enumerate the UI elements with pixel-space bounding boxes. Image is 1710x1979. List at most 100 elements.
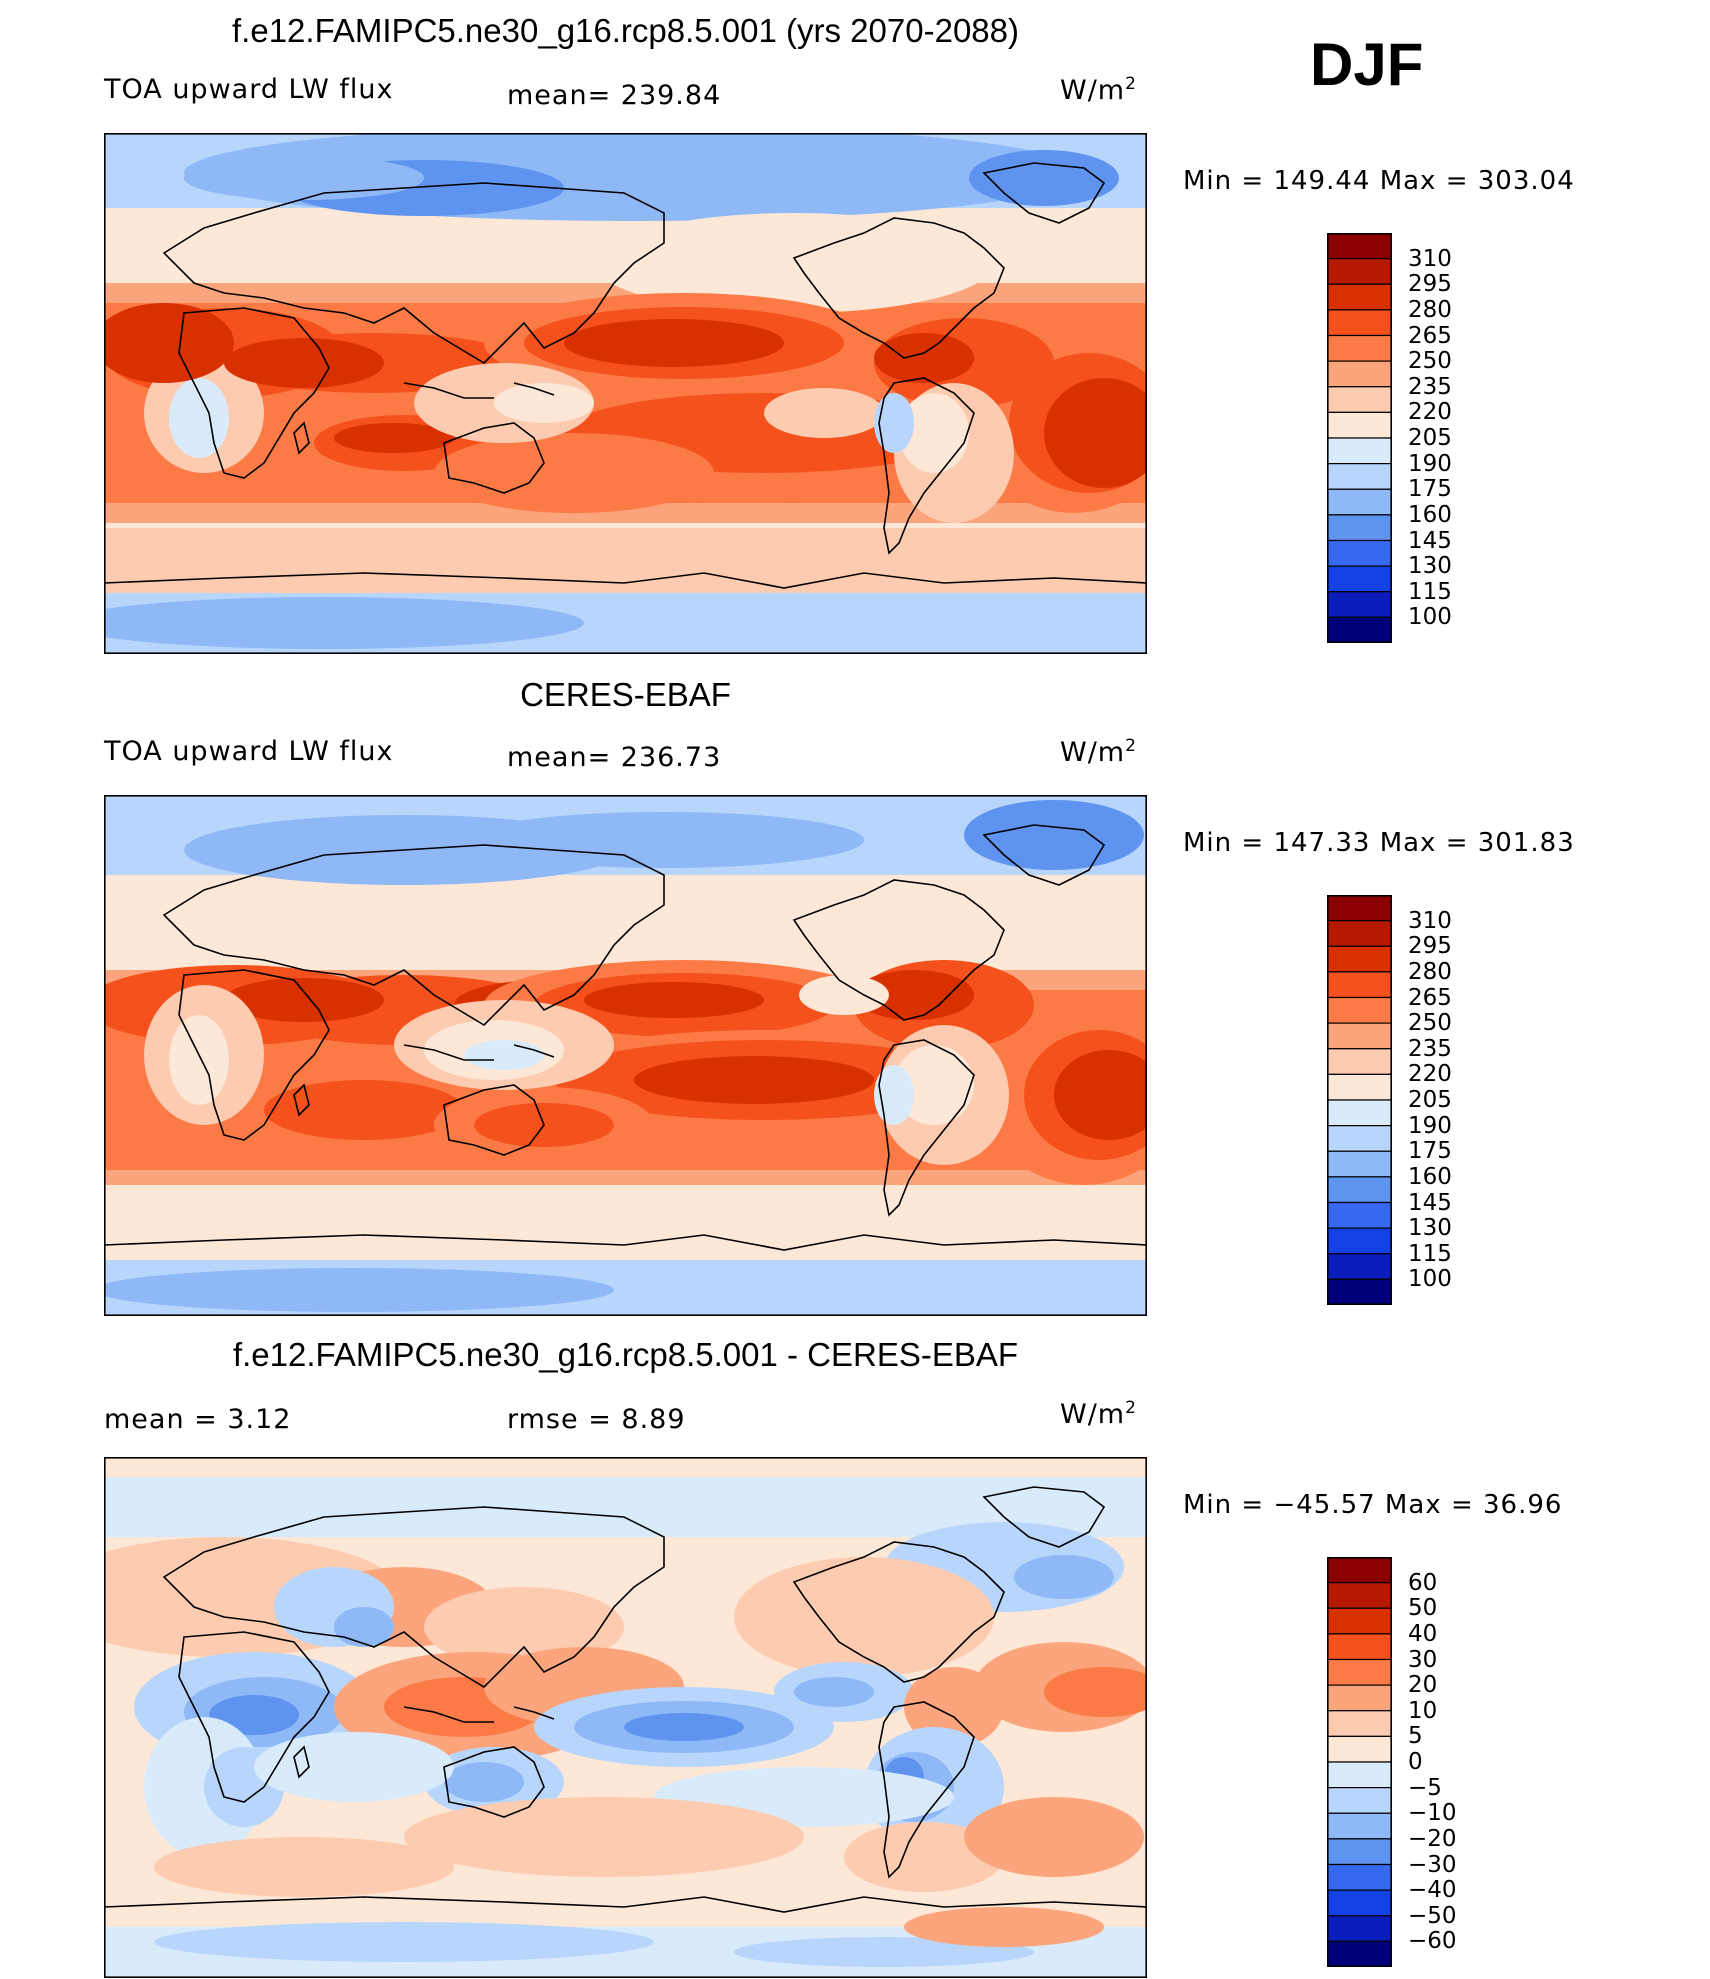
colorbar-swatch bbox=[1327, 360, 1392, 388]
colorbar-tick-label: 115 bbox=[1408, 1240, 1452, 1267]
contour-band bbox=[734, 1557, 994, 1677]
colorbar-swatch bbox=[1327, 1582, 1392, 1609]
coastline bbox=[403, 382, 494, 399]
colorbar-tick-label: 100 bbox=[1408, 604, 1452, 631]
coastline bbox=[403, 1706, 494, 1723]
contour-band bbox=[964, 1797, 1144, 1877]
colorbar-tick-label: 265 bbox=[1408, 984, 1452, 1011]
colorbar-swatch bbox=[1327, 539, 1392, 567]
contour-band bbox=[334, 1607, 394, 1647]
colorbar-swatch bbox=[1327, 1201, 1392, 1229]
panel-3-mean-label: mean = 3.12 bbox=[104, 1404, 292, 1435]
colorbar-tick-label: 115 bbox=[1408, 578, 1452, 605]
coastline bbox=[513, 1044, 555, 1058]
colorbar-tick-label: 280 bbox=[1408, 958, 1452, 985]
colorbar-tick-label: 295 bbox=[1408, 271, 1452, 298]
panel-1-title: f.e12.FAMIPC5.ne30_g16.rcp8.5.001 (yrs 2… bbox=[232, 12, 1019, 49]
coastline bbox=[982, 824, 1106, 886]
contour-band bbox=[969, 150, 1119, 206]
contour-band bbox=[904, 1907, 1104, 1947]
contour-band bbox=[894, 1045, 974, 1125]
colorbar-swatch bbox=[1327, 1557, 1392, 1584]
colorbar-tick-label: 190 bbox=[1408, 450, 1452, 477]
contour-band bbox=[1044, 1667, 1147, 1717]
coastline bbox=[792, 1541, 1005, 1683]
colorbar-swatch bbox=[1327, 463, 1392, 490]
contour-band bbox=[854, 970, 974, 1020]
colorbar-swatch bbox=[1327, 1684, 1392, 1712]
colorbar-tick-label: 310 bbox=[1408, 245, 1452, 272]
contour-band bbox=[904, 1667, 1004, 1747]
contour-band bbox=[1044, 378, 1147, 488]
colorbar-tick-label: 160 bbox=[1408, 501, 1452, 528]
colorbar-swatch bbox=[1327, 386, 1392, 413]
colorbar-tick-label: 250 bbox=[1408, 348, 1452, 375]
contour-band bbox=[404, 1797, 804, 1877]
coastline bbox=[162, 182, 665, 365]
colorbar-swatch bbox=[1327, 1838, 1392, 1866]
contour-band bbox=[169, 378, 229, 458]
colorbar-tick-label: −10 bbox=[1408, 1800, 1457, 1827]
panel-2-minmax: Min = 147.33 Max = 301.83 bbox=[1183, 828, 1575, 858]
contour-band bbox=[334, 423, 454, 453]
coastline bbox=[293, 1745, 310, 1779]
colorbar-swatch bbox=[1327, 1253, 1392, 1280]
contour-band bbox=[874, 333, 974, 383]
contour-band bbox=[684, 613, 1084, 653]
colorbar-tick-label: 50 bbox=[1408, 1595, 1438, 1622]
contour-band bbox=[584, 982, 764, 1018]
colorbar-swatch bbox=[1327, 1787, 1392, 1814]
colorbar-swatch bbox=[1327, 1761, 1392, 1789]
panel-3-units: W/m2 bbox=[1060, 1398, 1137, 1430]
panel-1-units: W/m2 bbox=[1060, 74, 1137, 106]
colorbar-swatch bbox=[1327, 1658, 1392, 1686]
colorbar-tick-label: 220 bbox=[1408, 399, 1452, 426]
colorbar-tick-label: 235 bbox=[1408, 1035, 1452, 1062]
coastline bbox=[162, 1506, 665, 1689]
coastline bbox=[443, 422, 545, 494]
panel-1-minmax: Min = 149.44 Max = 303.04 bbox=[1183, 166, 1575, 196]
contour-band bbox=[464, 1040, 544, 1070]
coastline bbox=[878, 1039, 975, 1217]
map-frame bbox=[104, 795, 1147, 1316]
colorbar-tick-label: 220 bbox=[1408, 1061, 1452, 1088]
coastline bbox=[443, 1746, 545, 1818]
contour-band bbox=[874, 1065, 914, 1125]
colorbar-swatch bbox=[1327, 1278, 1392, 1305]
colorbar-swatch bbox=[1327, 411, 1392, 439]
contour-band bbox=[799, 975, 889, 1015]
colorbar-tick-label: −20 bbox=[1408, 1825, 1457, 1852]
panel-1-map bbox=[104, 133, 1147, 654]
panel-2-map bbox=[104, 795, 1147, 1316]
colorbar-swatch bbox=[1327, 920, 1392, 947]
colorbar-swatch bbox=[1327, 996, 1392, 1024]
colorbar-tick-label: 295 bbox=[1408, 933, 1452, 960]
contour-band bbox=[564, 319, 784, 367]
colorbar-swatch bbox=[1327, 1022, 1392, 1050]
panel-1-mean-label: mean= 239.84 bbox=[507, 80, 722, 111]
colorbar-tick-label: 280 bbox=[1408, 296, 1452, 323]
colorbar-swatch bbox=[1327, 971, 1392, 999]
colorbar-2 bbox=[1327, 895, 1392, 1305]
colorbar-tick-label: 160 bbox=[1408, 1163, 1452, 1190]
contour-band bbox=[494, 383, 594, 423]
contour-band bbox=[444, 1762, 524, 1802]
colorbar-swatch bbox=[1327, 1915, 1392, 1942]
colorbar-swatch bbox=[1327, 514, 1392, 542]
colorbar-tick-label: 130 bbox=[1408, 553, 1452, 580]
coastline bbox=[982, 162, 1106, 224]
coastline bbox=[293, 1083, 310, 1117]
colorbar-swatch bbox=[1327, 1176, 1392, 1204]
colorbar-tick-label: 250 bbox=[1408, 1010, 1452, 1037]
colorbar-tick-label: 235 bbox=[1408, 373, 1452, 400]
contour-band bbox=[154, 1922, 654, 1962]
coastline bbox=[792, 217, 1005, 359]
colorbar-swatch bbox=[1327, 1633, 1392, 1661]
panel-2-mean-label: mean= 236.73 bbox=[507, 742, 722, 773]
contour-band bbox=[899, 393, 969, 473]
panel-3-map bbox=[104, 1457, 1147, 1978]
coastline bbox=[293, 421, 310, 455]
contour-band bbox=[764, 388, 884, 438]
map-frame bbox=[104, 1457, 1147, 1978]
